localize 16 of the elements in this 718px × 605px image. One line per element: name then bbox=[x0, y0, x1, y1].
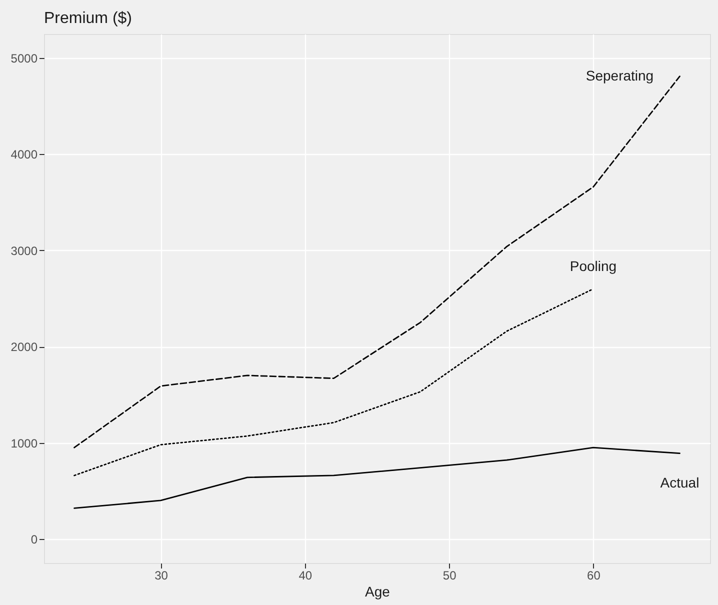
x-tick-label: 40 bbox=[298, 568, 312, 582]
x-axis-title: Age bbox=[365, 584, 390, 600]
x-tick-label: 30 bbox=[154, 568, 168, 582]
y-tick-label: 0 bbox=[30, 532, 38, 546]
x-tick-label: 60 bbox=[587, 568, 601, 582]
series-label: Seperating bbox=[586, 67, 654, 84]
y-tick-label: 2000 bbox=[10, 340, 38, 354]
y-tick-label: 1000 bbox=[10, 436, 38, 450]
x-tick-label: 50 bbox=[442, 568, 457, 582]
chart-title: Premium ($) bbox=[44, 10, 132, 27]
y-tick-label: 5000 bbox=[10, 52, 38, 66]
y-tick-label: 3000 bbox=[10, 244, 38, 258]
y-tick-label: 4000 bbox=[10, 148, 38, 162]
series-label: Actual bbox=[660, 474, 700, 490]
line-series bbox=[74, 288, 594, 476]
series-label: Pooling bbox=[570, 258, 617, 274]
